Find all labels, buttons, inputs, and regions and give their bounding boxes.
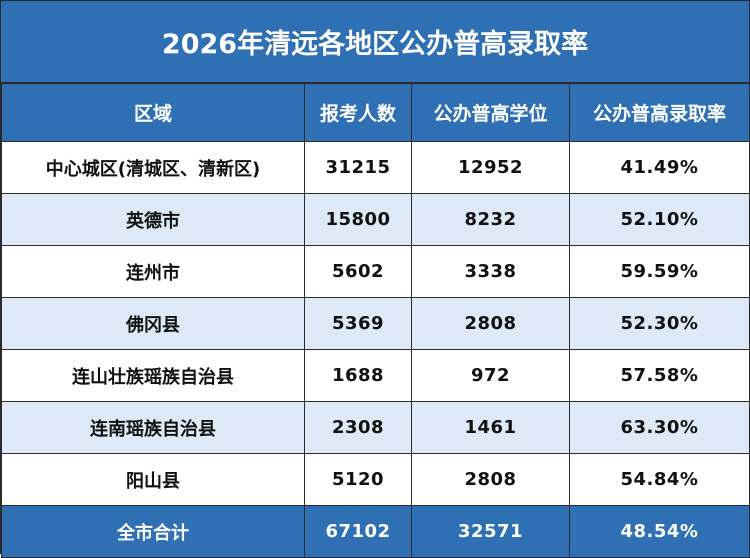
total-region-cell: 全市合计 bbox=[1, 505, 305, 558]
applicants-cell: 1688 bbox=[304, 349, 412, 402]
table-row: 英德市 15800 8232 52.10% bbox=[1, 193, 750, 246]
rate-cell: 41.49% bbox=[569, 141, 750, 194]
table-title: 2026年清远各地区公办普高录取率 bbox=[1, 1, 749, 83]
applicants-cell: 5120 bbox=[304, 453, 412, 506]
total-seats-cell: 32571 bbox=[411, 505, 570, 558]
total-applicants-cell: 67102 bbox=[304, 505, 412, 558]
region-cell: 中心城区(清城区、清新区) bbox=[1, 141, 305, 194]
seats-cell: 3338 bbox=[411, 245, 570, 298]
rate-cell: 54.84% bbox=[569, 453, 750, 506]
region-cell: 英德市 bbox=[1, 193, 305, 246]
seats-cell: 1461 bbox=[411, 401, 570, 454]
region-cell: 连山壮族瑶族自治县 bbox=[1, 349, 305, 402]
seats-cell: 12952 bbox=[411, 141, 570, 194]
admission-rate-table: 区域 报考人数 公办普高学位 公办普高录取率 中心城区(清城区、清新区) 312… bbox=[1, 83, 750, 558]
applicants-cell: 2308 bbox=[304, 401, 412, 454]
applicants-cell: 5369 bbox=[304, 297, 412, 350]
region-cell: 阳山县 bbox=[1, 453, 305, 506]
seats-cell: 8232 bbox=[411, 193, 570, 246]
region-cell: 连州市 bbox=[1, 245, 305, 298]
table-row: 连南瑶族自治县 2308 1461 63.30% bbox=[1, 401, 750, 454]
rate-cell: 59.59% bbox=[569, 245, 750, 298]
region-cell: 连南瑶族自治县 bbox=[1, 401, 305, 454]
rate-cell: 52.30% bbox=[569, 297, 750, 350]
rate-cell: 52.10% bbox=[569, 193, 750, 246]
applicants-cell: 15800 bbox=[304, 193, 412, 246]
applicants-cell: 31215 bbox=[304, 141, 412, 194]
table-row: 佛冈县 5369 2808 52.30% bbox=[1, 297, 750, 350]
table-row: 连山壮族瑶族自治县 1688 972 57.58% bbox=[1, 349, 750, 402]
total-rate-cell: 48.54% bbox=[569, 505, 750, 558]
rate-cell: 63.30% bbox=[569, 401, 750, 454]
region-cell: 佛冈县 bbox=[1, 297, 305, 350]
table-row: 中心城区(清城区、清新区) 31215 12952 41.49% bbox=[1, 141, 750, 194]
total-row: 全市合计 67102 32571 48.54% bbox=[1, 505, 750, 558]
seats-cell: 2808 bbox=[411, 297, 570, 350]
header-row: 区域 报考人数 公办普高学位 公办普高录取率 bbox=[1, 83, 750, 142]
rate-cell: 57.58% bbox=[569, 349, 750, 402]
header-region: 区域 bbox=[1, 83, 305, 142]
seats-cell: 972 bbox=[411, 349, 570, 402]
header-seats: 公办普高学位 bbox=[411, 83, 570, 142]
header-applicants: 报考人数 bbox=[304, 83, 412, 142]
table-row: 阳山县 5120 2808 54.84% bbox=[1, 453, 750, 506]
applicants-cell: 5602 bbox=[304, 245, 412, 298]
header-rate: 公办普高录取率 bbox=[569, 83, 750, 142]
seats-cell: 2808 bbox=[411, 453, 570, 506]
table-row: 连州市 5602 3338 59.59% bbox=[1, 245, 750, 298]
